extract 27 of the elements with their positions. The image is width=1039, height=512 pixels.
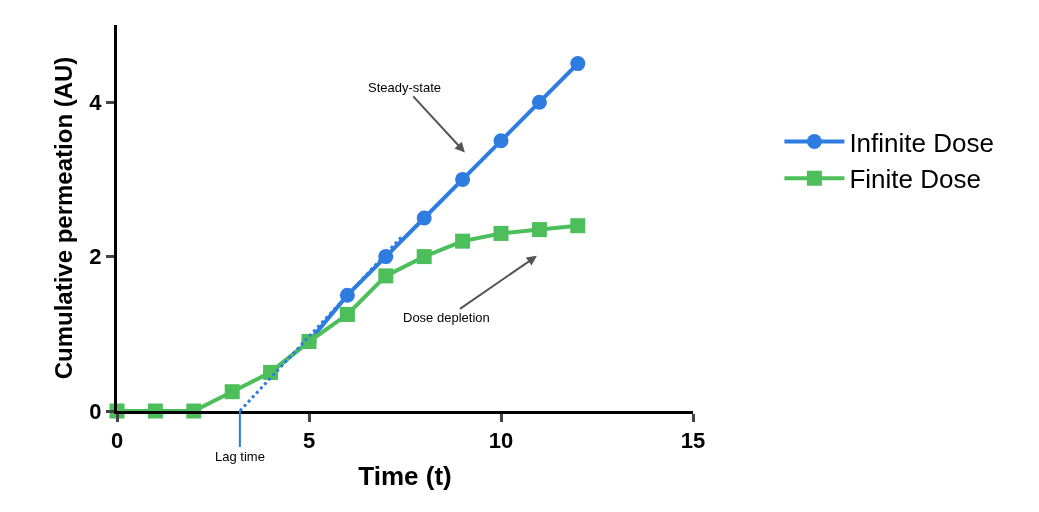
- legend-label: Infinite Dose: [849, 127, 994, 158]
- point: [416, 249, 432, 265]
- x-axis-title: Time (t): [358, 461, 452, 492]
- x-tick-label: 15: [680, 428, 706, 454]
- x-tick-label: 10: [488, 428, 514, 454]
- point: [339, 307, 355, 322]
- y-axis-title: Cumulative permeation (AU): [50, 56, 78, 380]
- point: [378, 268, 394, 284]
- x-tick-label: 5: [302, 428, 316, 454]
- legend-label: Finite Dose: [849, 164, 981, 195]
- point: [570, 218, 586, 234]
- point: [493, 133, 509, 149]
- y-tick-label: 0: [89, 398, 102, 424]
- point: [455, 233, 471, 249]
- point: [493, 225, 509, 241]
- annotation: Dose depletion: [403, 310, 490, 325]
- point: [224, 384, 240, 400]
- annotation: Steady-state: [368, 80, 441, 95]
- annotation: Lag time: [215, 449, 265, 464]
- y-tick-label: 4: [89, 89, 103, 115]
- point: [416, 210, 432, 226]
- point: [455, 171, 471, 187]
- point: [531, 94, 547, 110]
- point: [570, 56, 586, 72]
- y-tick-label: 2: [89, 244, 102, 270]
- x-tick-label: 0: [110, 428, 124, 454]
- point: [531, 222, 547, 238]
